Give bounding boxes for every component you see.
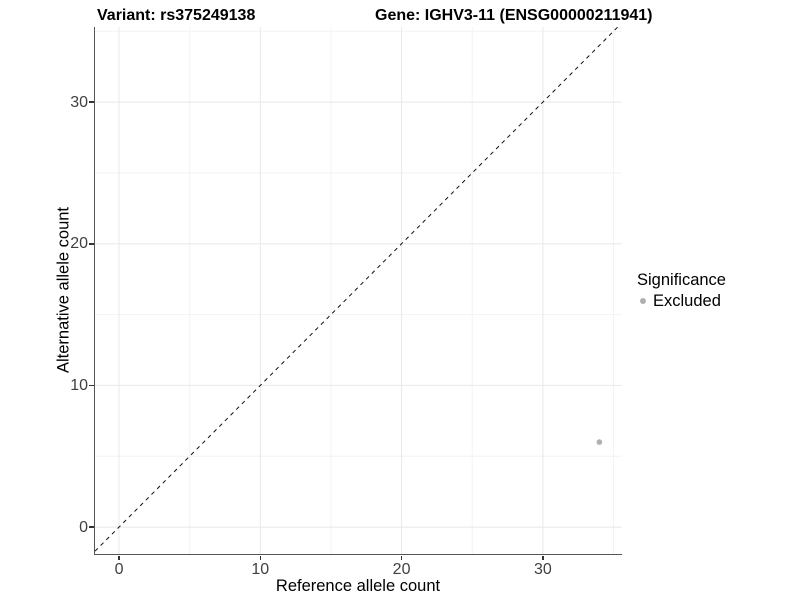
legend: Significance Excluded (637, 270, 726, 311)
y-axis-tick-label: 30 (70, 93, 88, 111)
plot-canvas (94, 27, 622, 554)
legend-key-dot-icon (640, 298, 646, 304)
x-axis-tick (400, 555, 403, 560)
y-axis-tick-label: 0 (79, 518, 88, 536)
identity-dashed-line (94, 27, 618, 552)
x-axis-tick (118, 555, 120, 560)
legend-item-excluded: Excluded (637, 291, 726, 311)
x-axis-tick-label: 30 (533, 561, 552, 578)
plot-title-variant: Variant: rs375249138 (97, 7, 256, 24)
y-axis-tick-label: 20 (70, 235, 88, 253)
y-axis-tick (89, 526, 94, 528)
y-axis-tick (89, 384, 94, 387)
x-axis-label: Reference allele count (275, 577, 441, 595)
x-axis-tick (259, 555, 262, 560)
y-axis-tick (89, 101, 94, 103)
legend-title: Significance (637, 271, 726, 289)
x-axis-tick-label: 0 (114, 561, 124, 578)
plot-panel (93, 27, 622, 555)
x-axis-tick (542, 555, 544, 560)
legend-item-label: Excluded (653, 292, 721, 310)
y-axis-tick (89, 243, 94, 245)
data-point (596, 439, 602, 445)
y-axis-tick-label: 10 (70, 376, 88, 394)
x-axis-tick-label: 10 (251, 561, 270, 578)
y-axis-label: Alternative allele count (54, 206, 73, 374)
plot-title-gene: Gene: IGHV3-11 (ENSG00000211941) (375, 7, 653, 24)
x-axis-tick-label: 20 (392, 561, 411, 578)
